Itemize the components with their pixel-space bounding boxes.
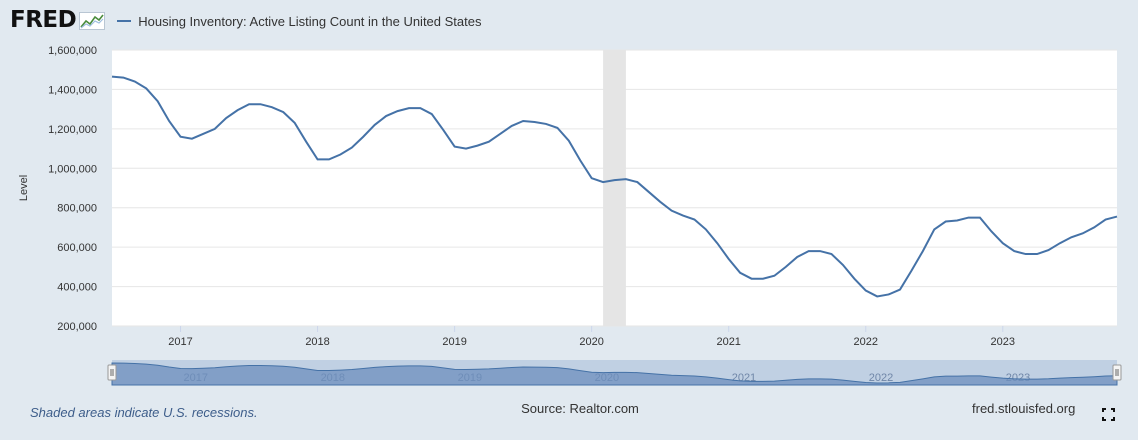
- header: FRED Housing Inventory: Active Listing C…: [10, 6, 481, 34]
- navigator-handle-left[interactable]: [107, 364, 117, 381]
- x-tick-label: 2023: [991, 336, 1015, 348]
- fred-logo[interactable]: FRED: [10, 7, 77, 33]
- legend-line-swatch: [117, 20, 132, 22]
- chart: 200,000 400,000 600,000 800,000 1,000,000 1,2…: [18, 45, 1122, 386]
- recession-note: Shaded areas indicate U.S. recessions.: [30, 405, 258, 420]
- y-tick-label: 1,000,000: [48, 163, 97, 175]
- y-tick-label: 600,000: [57, 242, 97, 254]
- fullscreen-icon[interactable]: [1102, 408, 1115, 421]
- y-tick-label: 200,000: [57, 321, 97, 333]
- series-line: [111, 75, 1118, 298]
- y-tick-label: 1,600,000: [48, 45, 97, 57]
- source-label[interactable]: Source: Realtor.com: [521, 401, 639, 416]
- fred-graph-icon: [79, 12, 106, 30]
- x-tick-label: 2020: [579, 336, 603, 348]
- site-link[interactable]: fred.stlouisfed.org: [972, 401, 1076, 416]
- y-tick-label: 800,000: [57, 203, 97, 215]
- x-tick-label: 2017: [168, 336, 192, 348]
- y-axis-label: Level: [18, 175, 30, 201]
- legend-series-label: Housing Inventory: Active Listing Count …: [138, 13, 482, 29]
- recession-shading: [603, 50, 626, 326]
- x-tick-label: 2021: [716, 336, 740, 348]
- navigator-handle-right[interactable]: [1112, 364, 1122, 381]
- x-tick-label: 2018: [305, 336, 329, 348]
- x-axis-ticks: 2017 2018 2019 2020 2021 2022 2023: [168, 326, 1015, 348]
- x-tick-label: 2019: [442, 336, 466, 348]
- legend: Housing Inventory: Active Listing Count …: [117, 14, 481, 29]
- y-axis-ticks: 200,000 400,000 600,000 800,000 1,000,000 1,2…: [48, 45, 97, 333]
- recession-band: [603, 50, 626, 326]
- y-tick-label: 1,200,000: [48, 124, 97, 136]
- navigator-series-area: [111, 362, 1118, 386]
- y-tick-label: 1,400,000: [48, 84, 97, 96]
- x-tick-label: 2022: [854, 336, 878, 348]
- navigator-label: 2022: [869, 372, 893, 384]
- y-tick-label: 400,000: [57, 282, 97, 294]
